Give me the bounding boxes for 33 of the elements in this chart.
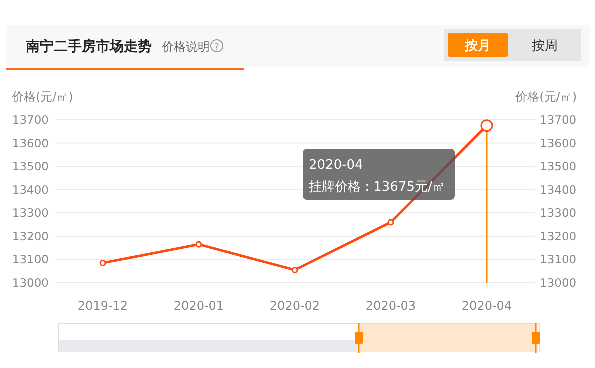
y-tick-label: 13700 — [12, 113, 49, 127]
chart-title: 南宁二手房市场走势 — [25, 38, 152, 55]
y-tick-label: 13100 — [12, 252, 49, 267]
y2-tick-label: 13500 — [540, 160, 577, 174]
y2-tick-label: 13600 — [540, 136, 577, 150]
annotation: 2020-04 挂牌价格 : 13675元/㎡ — [309, 158, 446, 195]
y-tick-label: 13500 — [12, 160, 49, 174]
y-tick-label: 13000 — [12, 276, 49, 290]
y2-tick-label: 13400 — [540, 182, 577, 197]
y-tick-label: 13600 — [12, 136, 49, 150]
y2-tick-label: 13700 — [540, 113, 577, 127]
y2-tick-label: 13200 — [540, 229, 577, 244]
point — [196, 241, 202, 248]
text: 按周 — [532, 39, 558, 54]
y-tick-label: 13200 — [12, 229, 49, 244]
y2-tick-label: 13000 — [540, 276, 577, 290]
text: 按月 — [464, 38, 491, 54]
x-tick-label: 2020-03 — [366, 299, 416, 313]
x-tick-label: 2019-12 — [78, 299, 128, 313]
x-tick-label: 2020-04 — [462, 299, 512, 313]
y2-tick-label: 13100 — [540, 252, 577, 267]
point — [292, 266, 298, 274]
text: 价格说明 — [161, 40, 210, 54]
y2-tick-label: 13300 — [540, 206, 577, 220]
point — [100, 260, 106, 266]
y-tick-label: 13400 — [12, 182, 49, 197]
y-tick-label: 13300 — [12, 206, 49, 220]
x-tick-label: 2020-02 — [270, 299, 320, 313]
point — [388, 219, 394, 226]
text: ? — [214, 43, 220, 53]
y2-axis-title: 价格(元/㎡) — [514, 90, 577, 104]
y-axis-title: 价格(元/㎡) — [11, 90, 74, 104]
x-tick-label: 2020-01 — [174, 299, 224, 313]
